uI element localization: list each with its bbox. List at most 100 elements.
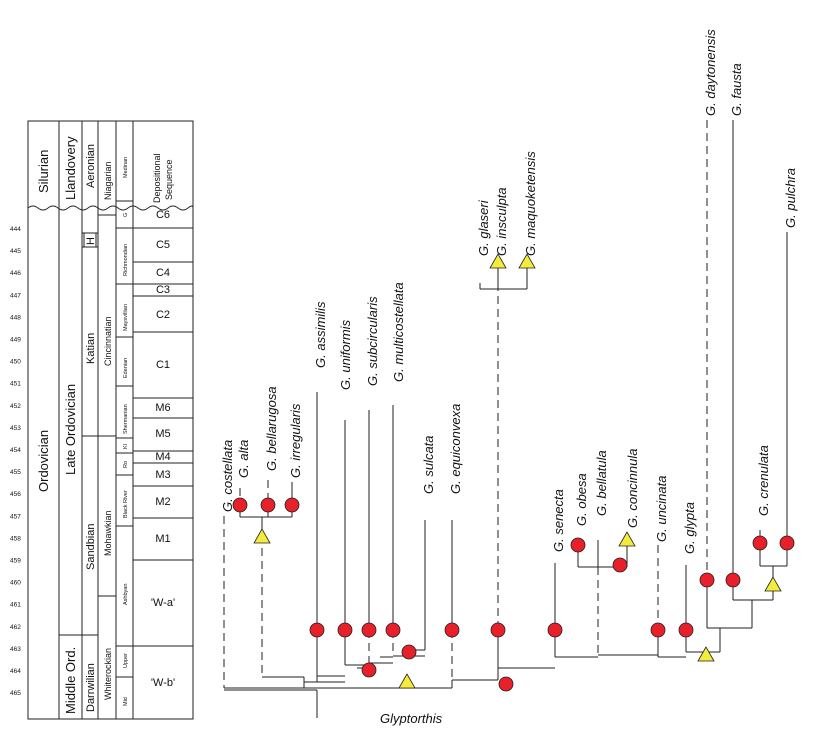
time-tick-label: 451 bbox=[10, 381, 21, 388]
sequence-label: M4 bbox=[155, 451, 170, 463]
period-silurian: Silurian bbox=[36, 150, 51, 193]
series-niagarian: Niagarian bbox=[103, 161, 113, 200]
character-circle-marker bbox=[678, 622, 694, 638]
sequence-label: C5 bbox=[156, 239, 170, 251]
time-tick-label: 452 bbox=[10, 403, 21, 410]
taxon-label: G. concinnula bbox=[625, 449, 640, 529]
character-triangle-marker bbox=[697, 646, 715, 662]
node-markers bbox=[232, 253, 795, 692]
series-mohawkian: Mohawkian bbox=[103, 510, 113, 556]
time-tick-label: 459 bbox=[10, 558, 21, 565]
time-tick-label: 465 bbox=[10, 690, 21, 697]
sequence-label: 'W-a' bbox=[151, 597, 175, 609]
time-tick-label: 447 bbox=[10, 292, 21, 299]
time-tick-label: 460 bbox=[10, 580, 21, 587]
character-circle-marker bbox=[361, 662, 377, 678]
taxon-label: G. sulcata bbox=[421, 435, 436, 494]
sequence-label: M5 bbox=[155, 428, 170, 440]
character-circle-marker bbox=[725, 572, 741, 588]
sequence-label: C1 bbox=[156, 359, 170, 371]
character-circle-marker bbox=[401, 644, 417, 660]
character-circle-marker bbox=[570, 537, 586, 553]
time-tick-label: 449 bbox=[10, 337, 21, 344]
taxon-label: G. equiconvexa bbox=[448, 404, 463, 494]
taxon-label: G. senecta bbox=[551, 489, 566, 552]
column-labels: Silurian Ordovician Llandovery Late Ordo… bbox=[36, 136, 174, 714]
character-triangle-marker bbox=[764, 576, 782, 592]
time-tick-label: 453 bbox=[10, 425, 21, 432]
character-circle-marker bbox=[385, 622, 401, 638]
sequence-label: M1 bbox=[155, 533, 170, 545]
taxon-label: G. irregularis bbox=[288, 403, 303, 478]
sequence-label: C6 bbox=[156, 209, 170, 221]
taxon-label: G. glaseri bbox=[476, 199, 491, 256]
stage-richmondian: Richmondian bbox=[123, 244, 129, 276]
taxon-label: G. multicostellata bbox=[391, 282, 406, 382]
taxon-label: G. crenulata bbox=[756, 445, 771, 516]
taxon-label: G. daytonensis bbox=[703, 29, 718, 116]
time-tick-label: 444 bbox=[10, 226, 21, 233]
time-tick-label: 446 bbox=[10, 270, 21, 277]
character-triangle-marker bbox=[398, 673, 416, 689]
sequence-label: C3 bbox=[156, 284, 170, 296]
taxon-label: G. bellatula bbox=[594, 450, 609, 516]
character-circle-marker bbox=[361, 622, 377, 638]
time-tick-label: 455 bbox=[10, 469, 21, 476]
taxon-labels: G. costellata G. alta G. bellarugosa G. irr… bbox=[220, 29, 798, 554]
stratigraphic-column bbox=[27, 120, 194, 720]
period-ordovician: Ordovician bbox=[36, 430, 51, 492]
taxon-label: G. uniformis bbox=[338, 319, 353, 390]
character-circle-marker bbox=[498, 676, 514, 692]
character-triangle-marker bbox=[618, 531, 636, 547]
taxon-label: G. subcircularis bbox=[365, 296, 380, 386]
stage-shermanian: Shermanian bbox=[123, 404, 129, 434]
character-circle-marker bbox=[650, 622, 666, 638]
sequence-label: M2 bbox=[155, 496, 170, 508]
sequence-label: C4 bbox=[156, 267, 170, 279]
series-cincinnatian: Cincinnatian bbox=[103, 316, 113, 366]
character-circle-marker bbox=[309, 622, 325, 638]
taxon-label: G. fausta bbox=[729, 63, 744, 116]
character-triangle-marker bbox=[518, 253, 536, 269]
epoch-middle-ord: Middle Ord. bbox=[63, 647, 78, 714]
time-tick-label: 450 bbox=[10, 359, 21, 366]
h-box bbox=[83, 232, 97, 248]
taxon-label: G. insculpta bbox=[494, 187, 509, 256]
stage-medinan: Medinan bbox=[123, 157, 129, 178]
sequence-labels: C6 C5 C4 C3 C2 C1 M6 M5 M4 M3 M2 M1 'W-a' 'W-b' bbox=[151, 209, 175, 689]
time-tick-label: 457 bbox=[10, 513, 21, 520]
character-circle-marker bbox=[232, 497, 248, 513]
time-tick-label: 458 bbox=[10, 535, 21, 542]
character-circle-marker bbox=[699, 572, 715, 588]
taxon-label: G. assimilis bbox=[313, 301, 328, 368]
stage-upper: Upper bbox=[123, 653, 129, 668]
sequence-label: C2 bbox=[156, 309, 170, 321]
stage-ro: Ro bbox=[123, 461, 129, 468]
time-tick-label: 448 bbox=[10, 314, 21, 321]
stage-kl: Kl bbox=[123, 444, 129, 449]
sequence-header-line1: Depositional bbox=[152, 153, 162, 203]
sequence-label: M3 bbox=[155, 469, 170, 481]
character-circle-marker bbox=[260, 497, 276, 513]
time-tick-label: 462 bbox=[10, 624, 21, 631]
time-tick-label: 464 bbox=[10, 668, 21, 675]
time-ticks: 444 445 446 447 448 449 450 451 452 453 454 455 456 4… bbox=[10, 226, 21, 697]
taxon-label: G. glypta bbox=[682, 502, 697, 554]
character-triangle-marker bbox=[489, 253, 507, 269]
sequence-header-line2: Sequence bbox=[164, 159, 174, 200]
character-circle-marker bbox=[490, 622, 506, 638]
time-tick-label: 456 bbox=[10, 491, 21, 498]
stage-maysvillian: Maysvillian bbox=[123, 304, 129, 331]
age-darrwilian: Darrwilian bbox=[85, 663, 97, 712]
age-aeronian: Aeronian bbox=[85, 144, 97, 188]
character-triangle-marker bbox=[253, 528, 271, 544]
taxon-label: G. obesa bbox=[574, 473, 589, 526]
character-circle-marker bbox=[547, 622, 563, 638]
time-tick-label: 454 bbox=[10, 447, 21, 454]
stage-mid: Mid bbox=[123, 697, 129, 706]
root-label: Glyptorthis bbox=[380, 711, 443, 726]
character-circle-marker bbox=[612, 557, 628, 573]
taxon-label: G. maquoketensis bbox=[523, 151, 538, 256]
